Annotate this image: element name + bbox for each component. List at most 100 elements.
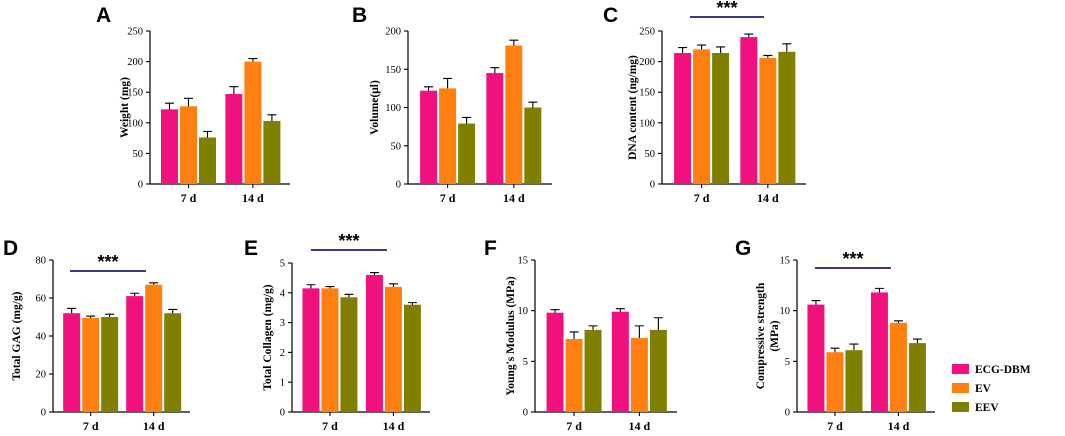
bar-ecg-dbm-14d (126, 296, 144, 412)
x-tick-label: 7 d (566, 419, 582, 433)
error-bar (388, 283, 398, 287)
bar-eev-7d (199, 137, 216, 184)
y-axis-title: Weight (mg) (119, 77, 131, 138)
significance-label: *** (842, 249, 863, 269)
x-tick-label: 7 d (827, 419, 843, 433)
y-tick-label: 40 (36, 332, 47, 343)
panel-letter: D (3, 237, 18, 260)
error-bar (248, 57, 258, 62)
panel-letter: G (735, 237, 751, 260)
y-tick-label: 4 (280, 288, 286, 299)
y-tick-label: 0 (785, 408, 790, 419)
y-axis-title: Total GAG (mg/g) (11, 291, 23, 380)
y-tick-label: 100 (639, 118, 655, 129)
error-bar (86, 315, 96, 318)
error-bar (782, 43, 792, 52)
error-bar (830, 347, 840, 353)
y-tick-label: 0 (280, 408, 285, 419)
bar-eev-7d (584, 329, 602, 412)
x-tick-label: 7 d (83, 419, 99, 433)
bar-eev-7d (845, 350, 863, 412)
bar-ev-7d (82, 317, 100, 412)
significance-label: *** (97, 252, 118, 272)
error-bar (443, 77, 453, 89)
y-tick-label: 5 (280, 259, 285, 270)
error-bar (306, 284, 316, 289)
y-tick-label: 150 (385, 65, 401, 76)
x-tick-label: 14 d (503, 191, 525, 205)
y-tick-label: 10 (518, 306, 529, 317)
bar-ecg-dbm-7d (420, 90, 438, 184)
panel-G: G Compressive strength (MPa) 0 5 10 15 7 d 14 d *… (735, 237, 935, 433)
bar-ecg-dbm-14d (611, 311, 629, 412)
x-tick-label: 7 d (181, 191, 197, 205)
bar-ev-14d (505, 45, 523, 184)
bar-ev-14d (759, 57, 777, 184)
x-tick-label: 14 d (888, 419, 910, 433)
y-tick-label: 200 (385, 27, 401, 38)
bar-ecg-dbm-14d (486, 73, 504, 184)
panel-letter: C (603, 4, 618, 27)
bar-eev-7d (340, 297, 358, 412)
legend-label: ECG-DBM (975, 364, 1031, 376)
y-tick-label: 200 (127, 57, 143, 68)
legend-swatch-eev (952, 402, 969, 412)
panel-letter: A (96, 4, 111, 27)
y-tick-label: 5 (785, 357, 790, 368)
bar-ev-14d (630, 338, 648, 412)
y-tick-label: 80 (36, 256, 47, 267)
error-bar (203, 130, 212, 138)
panel-B: B Volume(μl) 0 50 100 150 200 7 d 14 d (352, 4, 552, 205)
legend: ECG-DBM EV EEV (952, 364, 1031, 414)
bar-eev-14d (263, 120, 281, 184)
error-bar (184, 97, 193, 107)
bar-ecg-dbm-14d (225, 94, 243, 184)
bar-ev-14d (384, 286, 402, 412)
y-tick-label: 0 (138, 180, 143, 191)
bar-eev-14d (164, 313, 182, 412)
error-bar (569, 331, 579, 340)
error-bar (912, 338, 922, 344)
bar-ev-14d (889, 322, 907, 412)
bar-ev-7d (693, 49, 711, 184)
error-bar (615, 308, 625, 312)
bar-eev-14d (403, 304, 421, 412)
bar-ev-7d (826, 352, 844, 412)
error-bar (229, 86, 239, 95)
y-tick-label: 150 (127, 88, 143, 99)
y-tick-label: 0 (650, 180, 655, 191)
bar-eev-14d (649, 329, 667, 412)
error-bar (344, 293, 354, 298)
y-tick-label: 15 (780, 256, 791, 267)
panel-C: C DNA content (ng/mg) 0 50 100 150 200 250 7 d 14… (603, 0, 806, 205)
bar-ecg-dbm-14d (740, 37, 758, 185)
legend-swatch-ecg-dbm (952, 364, 969, 374)
x-tick-label: 14 d (143, 419, 165, 433)
bar-ecg-dbm-7d (302, 288, 320, 412)
bar-ecg-dbm-7d (161, 109, 178, 184)
bar-ecg-dbm-7d (807, 304, 825, 412)
y-axis-title: Total Collagen (mg/g) (262, 284, 274, 390)
error-bar (763, 54, 773, 58)
panel-letter: F (484, 237, 497, 260)
panel-letter: E (244, 237, 258, 260)
y-tick-label: 0 (396, 180, 401, 191)
y-tick-label: 3 (280, 318, 285, 329)
x-tick-label: 7 d (322, 419, 338, 433)
bar-ecg-dbm-7d (674, 53, 692, 185)
bar-eev-7d (458, 123, 476, 184)
error-bar (509, 39, 519, 46)
bar-eev-7d (712, 53, 730, 185)
significance-label: *** (716, 0, 737, 18)
error-bar (130, 292, 140, 297)
panel-D: D Total GAG (mg/g) 0 20 40 60 80 7 d 14 d *** (3, 237, 190, 433)
x-tick-label: 14 d (242, 191, 264, 205)
error-bar (490, 67, 500, 74)
legend-swatch-ev (952, 383, 969, 393)
y-axis-title: Compressive strength (755, 282, 767, 389)
x-tick-label: 14 d (383, 419, 405, 433)
y-axis-title: DNA content (ng/mg) (627, 55, 639, 160)
error-bar (407, 302, 417, 305)
panel-E: E Total Collagen (mg/g) 0 1 2 3 4 5 7 d 14 d *** (244, 231, 430, 433)
legend-label: EEV (975, 402, 999, 414)
